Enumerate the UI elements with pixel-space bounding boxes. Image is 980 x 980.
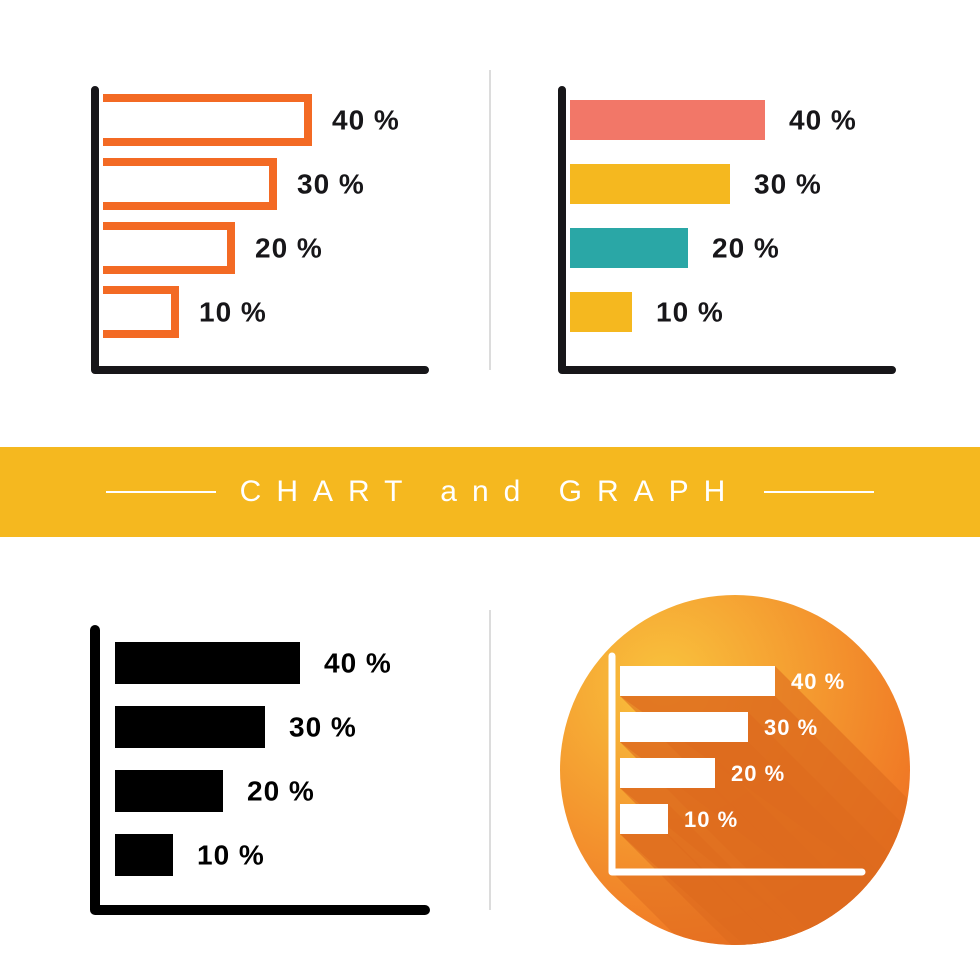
bar	[103, 98, 308, 142]
bar-value-label: 20 %	[247, 775, 315, 806]
bar	[103, 226, 231, 270]
bar-value-label: 20 %	[731, 761, 785, 786]
bar	[115, 834, 173, 876]
bar-value-label: 40 %	[791, 669, 845, 694]
chart-circle-badge: 40 % 30 % 20 % 10 %	[560, 595, 980, 980]
bar	[115, 642, 300, 684]
chart-solid-black: 40 % 30 % 20 % 10 %	[95, 630, 425, 910]
bar-value-label: 40 %	[324, 647, 392, 678]
bar	[103, 290, 175, 334]
bar-value-label: 30 %	[289, 711, 357, 742]
bar-value-label: 20 %	[255, 232, 323, 263]
bar-value-label: 30 %	[764, 715, 818, 740]
bar	[103, 162, 273, 206]
bar	[570, 228, 688, 268]
title-banner: CHART and GRAPH	[0, 447, 980, 537]
bar	[620, 666, 775, 696]
banner-line-left	[106, 491, 216, 493]
bar-value-label: 30 %	[754, 168, 822, 199]
bar	[115, 706, 265, 748]
bar-value-label: 30 %	[297, 168, 365, 199]
bar-value-label: 40 %	[332, 104, 400, 135]
banner-line-right	[764, 491, 874, 493]
bar-value-label: 10 %	[684, 807, 738, 832]
chart-outline: 40 % 30 % 20 % 10 %	[95, 90, 425, 370]
bar-value-label: 10 %	[656, 296, 724, 327]
bar	[570, 164, 730, 204]
bar-value-label: 10 %	[197, 839, 265, 870]
bar	[620, 804, 668, 834]
bar	[115, 770, 223, 812]
chart-color: 40 % 30 % 20 % 10 %	[562, 90, 892, 370]
bar	[620, 712, 748, 742]
bar-value-label: 40 %	[789, 104, 857, 135]
infographic-container: 40 % 30 % 20 % 10 % 40 % 30 % 20 % 10 % 40 % 30…	[0, 0, 980, 980]
bar-value-label: 20 %	[712, 232, 780, 263]
bar	[570, 292, 632, 332]
banner-title: CHART and GRAPH	[240, 475, 741, 509]
bar	[620, 758, 715, 788]
bar-value-label: 10 %	[199, 296, 267, 327]
bar	[570, 100, 765, 140]
